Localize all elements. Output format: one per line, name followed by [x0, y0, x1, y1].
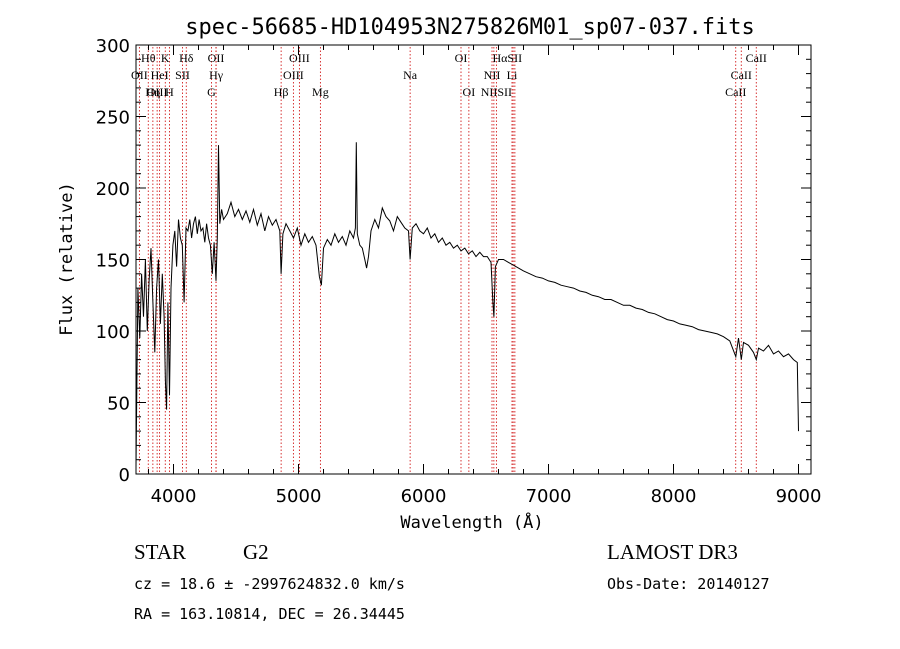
spectral-line-label: Hη [145, 85, 160, 99]
spectral-line-label: OII [131, 68, 148, 82]
redshift-info: cz = 18.6 ± -2997624832.0 km/s [134, 575, 405, 593]
y-axis-label: Flux (relative) [57, 182, 77, 336]
x-tick-label: 7000 [526, 486, 572, 507]
y-tick-label: 300 [96, 36, 130, 57]
plot-frame [135, 44, 812, 475]
spectral-line-label: Hδ [179, 51, 194, 65]
spectral-line-markers [138, 47, 757, 474]
spectral-line-label: HαSII [492, 51, 522, 65]
spectral-line-label: G [207, 85, 216, 99]
x-axis: 4000 5000 6000 7000 8000 9000 [148, 45, 822, 507]
spectral-line-label: OIII [147, 85, 168, 99]
spectral-line-label: H [165, 85, 174, 99]
x-tick-label: 6000 [401, 486, 447, 507]
x-tick-label: 4000 [151, 486, 197, 507]
spectral-line-label: Mg [312, 85, 329, 99]
spectral-line-label: OI [455, 51, 468, 65]
spectrum-series-line [135, 142, 799, 467]
spectral-line-label: HeI [151, 68, 169, 82]
coordinates-info: RA = 163.10814, DEC = 26.34445 [134, 605, 405, 623]
y-tick-label: 50 [107, 394, 130, 415]
object-subclass: G2 [243, 540, 269, 564]
spectral-line-label: SII [175, 68, 190, 82]
spectral-line-label: Hβ [274, 85, 289, 99]
spectral-line-label: Li [507, 68, 518, 82]
x-tick-label: 9000 [776, 486, 822, 507]
y-tick-label: 250 [96, 108, 130, 129]
spectral-line-label: CaII [746, 51, 767, 65]
spectral-line-label: Hγ [209, 68, 224, 82]
spectral-line-label: Na [403, 68, 418, 82]
spectral-line-label: OII [208, 51, 225, 65]
spectral-line-label: CaII [725, 85, 746, 99]
survey-name: LAMOST DR3 [607, 540, 738, 564]
spectral-line-label: K [161, 51, 170, 65]
y-tick-label: 150 [96, 251, 130, 272]
x-tick-label: 8000 [651, 486, 697, 507]
y-tick-label: 100 [96, 322, 130, 343]
spectral-line-label: CaII [731, 68, 752, 82]
spectral-line-label: OIII [283, 68, 304, 82]
observation-date: Obs-Date: 20140127 [607, 575, 770, 593]
y-axis: 0 50 100 150 200 250 300 [96, 36, 811, 486]
chart-title: spec-56685-HD104953N275826M01_sp07-037.f… [185, 15, 755, 40]
x-tick-label: 5000 [276, 486, 322, 507]
spectral-line-label: Hθ [141, 51, 156, 65]
spectral-line-label: NIISII [481, 85, 512, 99]
spectral-line-label: OIII [289, 51, 310, 65]
spectral-line-label: OI [463, 85, 476, 99]
x-axis-label: Wavelength (Å) [400, 511, 543, 533]
spectral-line-label: NII [484, 68, 501, 82]
object-class: STAR [134, 540, 186, 564]
y-tick-label: 200 [96, 179, 130, 200]
y-tick-label: 0 [119, 465, 130, 486]
